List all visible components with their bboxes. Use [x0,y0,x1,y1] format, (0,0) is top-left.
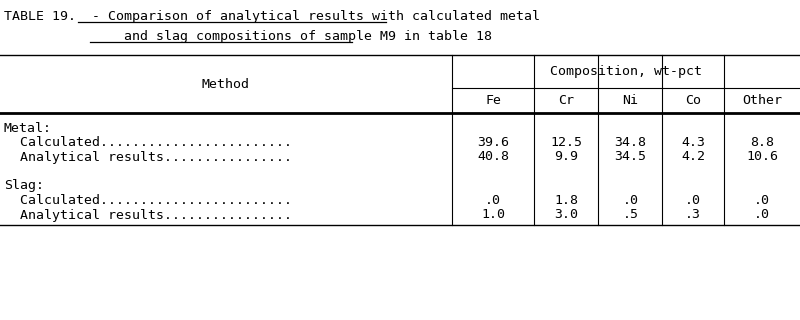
Text: Co: Co [685,94,701,107]
Text: 9.9: 9.9 [554,150,578,164]
Text: .0: .0 [485,194,501,206]
Text: 34.8: 34.8 [614,137,646,149]
Text: 8.8: 8.8 [750,137,774,149]
Text: .5: .5 [622,209,638,221]
Text: Calculated........................: Calculated........................ [4,137,292,149]
Text: 3.0: 3.0 [554,209,578,221]
Text: 12.5: 12.5 [550,137,582,149]
Text: Other: Other [742,94,782,107]
Text: .0: .0 [754,194,770,206]
Text: 1.0: 1.0 [482,209,506,221]
Text: 40.8: 40.8 [477,150,510,164]
Text: .0: .0 [754,209,770,221]
Text: 4.2: 4.2 [682,150,706,164]
Text: and slag compositions of sample M9 in table 18: and slag compositions of sample M9 in ta… [4,30,492,43]
Text: .3: .3 [685,209,701,221]
Text: Analytical results................: Analytical results................ [4,209,292,221]
Text: Ni: Ni [622,94,638,107]
Text: 4.3: 4.3 [682,137,706,149]
Text: Metal:: Metal: [4,122,52,134]
Text: TABLE 19.  - Comparison of analytical results with calculated metal: TABLE 19. - Comparison of analytical res… [4,10,540,23]
Text: .0: .0 [685,194,701,206]
Text: 10.6: 10.6 [746,150,778,164]
Text: 34.5: 34.5 [614,150,646,164]
Text: Fe: Fe [485,94,501,107]
Text: Method: Method [202,77,250,91]
Text: Slag:: Slag: [4,180,44,193]
Text: Calculated........................: Calculated........................ [4,194,292,206]
Text: Cr: Cr [558,94,574,107]
Text: .0: .0 [622,194,638,206]
Text: 1.8: 1.8 [554,194,578,206]
Text: 39.6: 39.6 [477,137,510,149]
Text: Analytical results................: Analytical results................ [4,150,292,164]
Text: Composition, wt-pct: Composition, wt-pct [550,65,702,78]
